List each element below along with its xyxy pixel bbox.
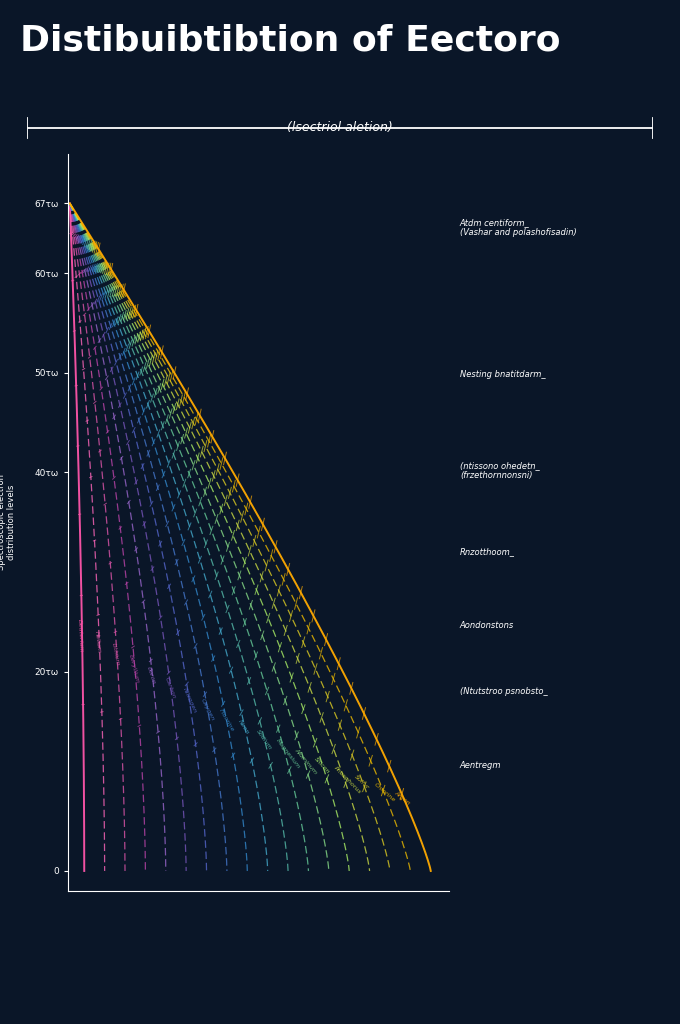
Text: (ntissono ohedetn_
(frzethornnonsni): (ntissono ohedetn_ (frzethornnonsni) bbox=[460, 461, 540, 480]
Text: Aluminum: Aluminum bbox=[294, 748, 318, 775]
Text: Oxygen: Oxygen bbox=[200, 698, 215, 722]
Text: Aentregm: Aentregm bbox=[460, 761, 501, 770]
Text: Atdm centiform_
(Vashar and polashofisadin): Atdm centiform_ (Vashar and polashofisad… bbox=[460, 218, 577, 237]
Text: Sodium: Sodium bbox=[256, 728, 273, 751]
Text: Rnzotthoom_: Rnzotthoom_ bbox=[460, 547, 515, 556]
Text: Argon: Argon bbox=[393, 790, 411, 806]
Text: Deuterium: Deuterium bbox=[77, 618, 84, 653]
Text: (lsectriol aletion): (lsectriol aletion) bbox=[287, 121, 393, 134]
Text: Lithium: Lithium bbox=[111, 643, 120, 667]
Text: Silicon: Silicon bbox=[313, 757, 331, 775]
Text: Spectroscopic electron
distribution levels: Spectroscopic electron distribution leve… bbox=[0, 474, 16, 570]
Text: Phosphorus: Phosphorus bbox=[333, 765, 362, 795]
Text: Aondonstons: Aondonstons bbox=[460, 621, 514, 630]
Text: Sulfur: Sulfur bbox=[353, 774, 370, 791]
Text: Boron: Boron bbox=[146, 666, 156, 685]
Text: Distibuibtibtion of Eectoro: Distibuibtibtion of Eectoro bbox=[20, 24, 561, 58]
Text: Magnesium: Magnesium bbox=[275, 738, 301, 770]
Text: Carbon: Carbon bbox=[163, 677, 176, 699]
Text: Helium: Helium bbox=[94, 631, 101, 653]
Text: Nesting bnatitdarm_: Nesting bnatitdarm_ bbox=[460, 371, 545, 379]
Text: Chlorine: Chlorine bbox=[373, 782, 396, 803]
Text: Neon: Neon bbox=[237, 719, 250, 735]
Text: Beryllium: Beryllium bbox=[128, 654, 140, 684]
Text: (Ntutstroo psnobsto_: (Ntutstroo psnobsto_ bbox=[460, 687, 547, 696]
Text: Fluorine: Fluorine bbox=[218, 709, 235, 733]
Text: Nitrogen: Nitrogen bbox=[182, 687, 197, 715]
